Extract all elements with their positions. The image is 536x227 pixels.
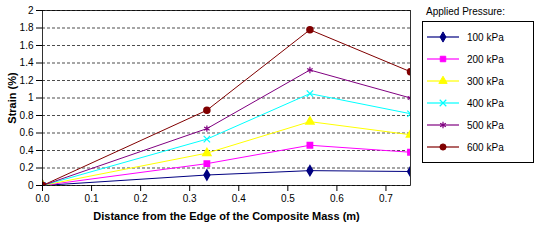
svg-text:0.2: 0.2 — [20, 162, 34, 173]
svg-text:0: 0 — [28, 180, 34, 191]
svg-text:2: 2 — [28, 5, 34, 16]
html-text:200 kPa: 200 kPa — [467, 53, 504, 65]
svg-text:Strain (%): Strain (%) — [6, 72, 18, 124]
svg-text:0.6: 0.6 — [330, 193, 344, 204]
svg-text:1: 1 — [28, 92, 34, 103]
html-text:500 kPa: 500 kPa — [467, 119, 504, 131]
svg-text:0.7: 0.7 — [379, 193, 393, 204]
svg-text:0.3: 0.3 — [183, 193, 197, 204]
html-text:Applied Pressure:: Applied Pressure: — [426, 6, 505, 17]
svg-text:0.4: 0.4 — [20, 145, 34, 156]
svg-text:1.6: 1.6 — [20, 40, 34, 51]
svg-text:Distance from the Edge of the: Distance from the Edge of the Composite … — [93, 210, 360, 222]
svg-text:1.4: 1.4 — [20, 57, 34, 68]
svg-text:0.5: 0.5 — [281, 193, 295, 204]
svg-text:1.8: 1.8 — [20, 22, 34, 33]
html-text:600 kPa: 600 kPa — [467, 141, 504, 153]
svg-text:0.2: 0.2 — [134, 193, 148, 204]
svg-text:1.2: 1.2 — [20, 75, 34, 86]
svg-text:0.4: 0.4 — [232, 193, 246, 204]
html-text:300 kPa: 300 kPa — [467, 75, 504, 87]
svg-text:0.1: 0.1 — [85, 193, 99, 204]
svg-text:0.8: 0.8 — [20, 110, 34, 121]
html-text:400 kPa: 400 kPa — [467, 97, 504, 109]
html-text:100 kPa: 100 kPa — [467, 31, 504, 43]
svg-text:0.0: 0.0 — [36, 193, 50, 204]
svg-text:0.6: 0.6 — [20, 127, 34, 138]
